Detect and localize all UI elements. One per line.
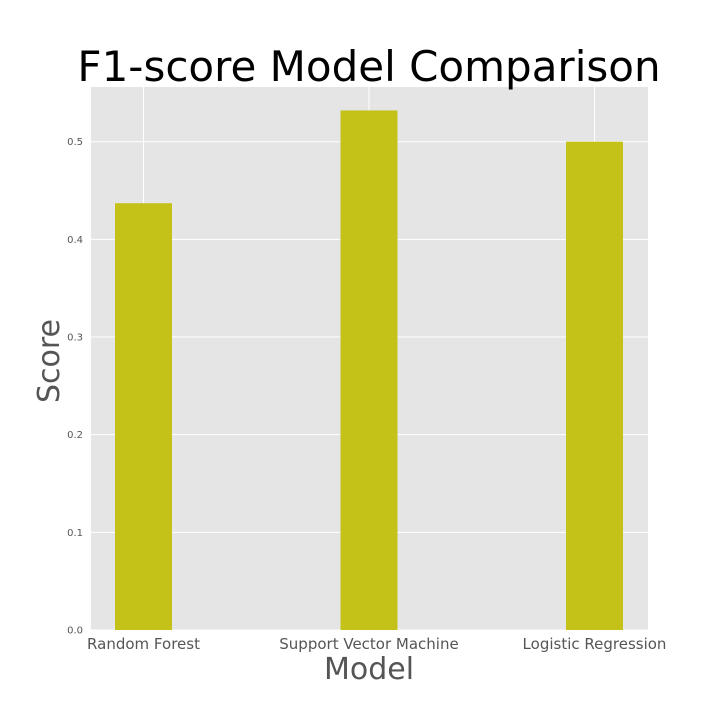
x-tick-label: Random Forest: [87, 635, 200, 653]
y-tick-label: 0.1: [67, 528, 83, 539]
y-tick-label: 0.5: [67, 137, 83, 148]
x-ticks: Random Forest Support Vector Machine Logis…: [87, 635, 666, 653]
bar-logistic-regression: [566, 141, 623, 630]
bar-support-vector-machine: [340, 110, 398, 631]
y-tick-label: 0.3: [67, 333, 83, 344]
bar-random-forest: [115, 203, 172, 630]
chart-title: F1-score Model Comparison: [77, 42, 660, 91]
y-axis-label: Score: [32, 319, 67, 403]
x-tick-label: Logistic Regression: [523, 635, 667, 653]
y-ticks: 0.0 0.1 0.2 0.3 0.4 0.5: [67, 137, 83, 636]
x-axis-label: Model: [324, 652, 414, 687]
x-tick-label: Support Vector Machine: [279, 635, 458, 653]
bars: [115, 110, 623, 631]
y-tick-label: 0.0: [67, 626, 83, 637]
y-tick-label: 0.2: [67, 430, 83, 441]
y-tick-label: 0.4: [67, 235, 83, 246]
